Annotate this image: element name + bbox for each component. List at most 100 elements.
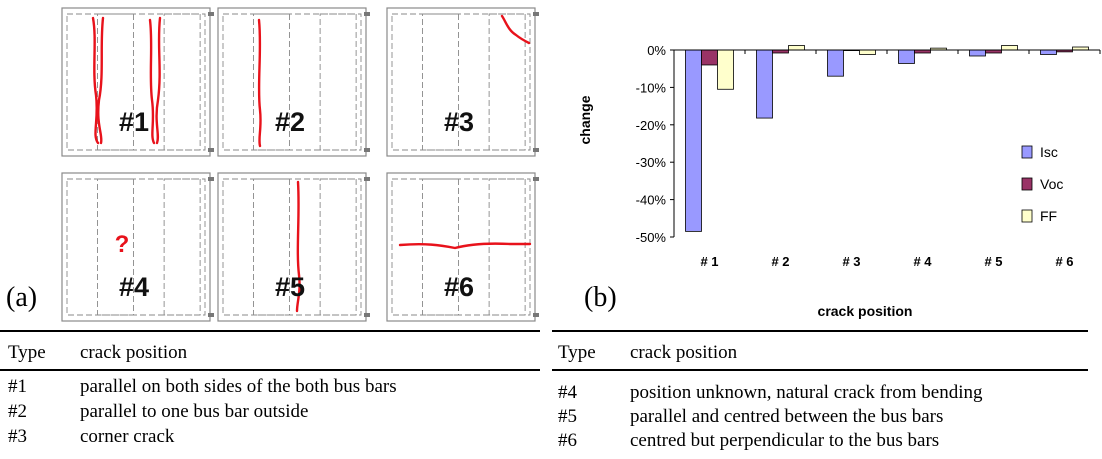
legend-label: FF [1040,208,1057,224]
y-tick-label: -20% [636,118,667,133]
bar-isc [756,49,773,119]
bar-voc [701,49,718,66]
y-tick-label: 0% [647,43,666,58]
cell-6: #6 [386,172,539,322]
row-position: parallel on both sides of the both bus b… [80,376,397,397]
table-left-top-rule [0,330,540,332]
cell-inner-frame [66,13,206,151]
category-label: # 1 [700,254,718,269]
panel-a-label: (a) [6,282,38,313]
table-right-header-rule [552,369,1088,371]
table-left-header-type: Type [8,342,46,363]
bus-bar [253,178,290,316]
cell-tab [364,12,370,16]
bus-bar [319,178,357,316]
bus-bar [422,13,459,151]
table-right-header-type: Type [558,342,596,363]
crack-line [97,16,105,145]
y-axis-title: change [577,95,593,144]
unknown-marker: ? [115,231,130,258]
bus-bar [163,178,201,316]
bar-isc [969,49,986,57]
cell-4: #4? [61,172,214,322]
cell-label: #2 [275,107,305,137]
crack-line [500,14,531,45]
cell-3: #3 [386,7,539,157]
cell-inner-frame [391,13,531,151]
cell-label: #3 [444,107,474,137]
row-type: #4 [558,382,577,403]
bar-isc [827,49,844,77]
bar-isc [898,49,915,64]
cell-frame [217,7,367,157]
cell-tab [208,177,214,181]
cell-tab [364,177,370,181]
row-type: #6 [558,430,577,451]
bus-bar [488,13,526,151]
legend-label: Isc [1040,144,1058,160]
category-label: # 4 [913,254,932,269]
bus-bar [97,178,134,316]
cell-5: #5 [217,172,370,322]
cell-tab [364,313,370,317]
table-right-header-position: crack position [630,342,738,363]
cell-tab [533,177,539,181]
bus-bar [163,13,201,151]
cell-tab [208,12,214,16]
crack-line [155,16,162,145]
bus-bar [97,13,134,151]
row-position: position unknown, natural crack from ben… [630,382,983,403]
bar-ff [788,45,805,51]
cell-inner-frame [66,178,206,316]
crack-line [257,18,262,148]
cell-tab [533,12,539,16]
row-position: parallel and centred between the bus bar… [630,406,944,427]
row-type: #1 [8,376,27,397]
cell-label: #5 [275,272,305,302]
cell-label: #1 [119,107,149,137]
category-label: # 6 [1055,254,1073,269]
crack-line [91,16,100,145]
legend-swatch [1021,209,1033,223]
cell-tab [208,313,214,317]
cell-inner-frame [391,178,531,316]
bus-bar [319,13,357,151]
legend-label: Voc [1040,176,1063,192]
cell-frame [61,7,211,157]
cell-frame [217,172,367,322]
crack-line [295,180,301,313]
cell-frame [61,172,211,322]
crack-cells-figure: #1 #2 #3 #4? #5 #6 [61,7,539,322]
x-axis-title: crack position [818,303,913,319]
cell-inner-frame [222,13,362,151]
cell-tab [533,148,539,152]
cell-label: #6 [444,272,474,302]
y-tick-label: -10% [636,80,667,95]
cell-2: #2 [217,7,370,157]
bar-isc [1040,49,1057,55]
table-left-header-rule [0,369,540,371]
crack-line [398,242,532,250]
category-label: # 2 [771,254,789,269]
row-type: #3 [8,426,27,447]
row-position: corner crack [80,426,175,447]
row-type: #2 [8,401,27,422]
y-tick-label: -40% [636,193,667,208]
bus-bar [488,178,526,316]
crack-line [148,18,156,145]
category-label: # 3 [842,254,860,269]
table-left-header-position: crack position [80,342,188,363]
bus-bar [253,13,290,151]
row-position: parallel to one bus bar outside [80,401,309,422]
panel-b-label: (b) [584,282,617,313]
bar-isc [685,49,702,232]
cell-1: #1 [61,7,214,157]
cell-tab [364,148,370,152]
row-type: #5 [558,406,577,427]
bar-ff [1001,45,1018,51]
legend-swatch [1021,177,1033,191]
change-bar-chart: 0% -10% -20% -30% -40% -50% # 1 # 2 # 3 # 4 # 5 # 6… [577,43,1101,319]
row-position: centred but perpendicular to the bus bar… [630,430,940,451]
category-label: # 5 [984,254,1002,269]
cell-label: #4 [119,272,149,302]
